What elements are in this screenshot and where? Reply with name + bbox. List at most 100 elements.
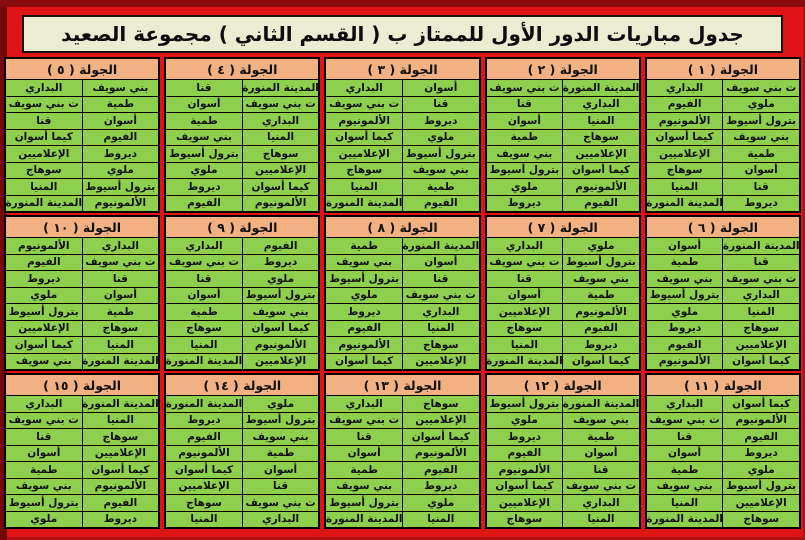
match-row: المدينة المنورة بني سويف: [5, 353, 159, 369]
team-b-cell: ملوي: [646, 304, 723, 320]
team-b-cell: المدينة المنورة: [5, 195, 82, 211]
match-row: كيما أسوان ديروط: [166, 179, 319, 195]
team-a-cell: بني سويف: [82, 80, 159, 96]
team-a-cell: طمية: [402, 179, 479, 195]
team-a-cell: الألمونيوم: [82, 478, 159, 494]
team-a-cell: الإعلاميين: [82, 445, 159, 461]
match-row: سوهاج قنا: [5, 429, 159, 445]
team-b-cell: بني سويف: [326, 478, 402, 494]
team-b-cell: الألمونيوم: [166, 445, 242, 461]
team-a-cell: الألمونيوم: [563, 304, 639, 320]
team-b-cell: ت بني سويف: [5, 96, 82, 112]
match-row: أسوان بني سويف: [326, 254, 479, 270]
team-b-cell: ملوي: [166, 162, 242, 178]
team-b-cell: ملوي: [326, 287, 402, 303]
team-a-cell: طمية: [563, 429, 639, 445]
team-b-cell: المدينة المنورة: [326, 195, 402, 211]
team-b-cell: الفيوم: [5, 254, 82, 270]
team-b-cell: طمية: [646, 254, 723, 270]
team-a-cell: الإعلاميين: [723, 495, 799, 511]
team-b-cell: طمية: [166, 113, 242, 129]
match-row: المدينة المنورة قنا: [166, 80, 319, 96]
match-row: قنا الألمونيوم: [486, 462, 639, 478]
team-b-cell: البداري: [5, 396, 82, 412]
match-row: الألمونيوم الإعلاميين: [486, 304, 639, 320]
team-a-cell: المنيا: [402, 320, 479, 336]
team-a-cell: قنا: [723, 254, 799, 270]
team-b-cell: سوهاج: [486, 320, 563, 336]
team-a-cell: الإعلاميين: [402, 353, 479, 369]
round-table-11: الجولة ( ١١ ) كيما أسوان البداري الألمونيوم…: [644, 373, 801, 529]
round-table-9: الجولة ( ٩ ) الفيوم البداري ديروط ت بني سويف…: [164, 215, 321, 371]
team-a-cell: بترول أسيوط: [723, 478, 799, 494]
team-a-cell: بني سويف: [563, 412, 639, 428]
match-row: الإعلاميين المدينة المنورة: [166, 353, 319, 369]
team-b-cell: قنا: [486, 96, 563, 112]
team-a-cell: الألمونيوم: [242, 337, 319, 353]
team-b-cell: المدينة المنورة: [166, 396, 242, 412]
team-a-cell: أسوان: [563, 445, 639, 461]
round-header: الجولة ( ١٤ ): [166, 375, 319, 395]
team-b-cell: المنيا: [646, 495, 723, 511]
team-a-cell: قنا: [563, 462, 639, 478]
team-b-cell: سوهاج: [166, 320, 242, 336]
match-row: طمية الإعلاميين: [646, 146, 799, 162]
team-b-cell: البداري: [486, 238, 563, 254]
match-row: طمية ديروط: [486, 429, 639, 445]
team-b-cell: الفيوم: [166, 195, 242, 211]
team-b-cell: المنيا: [5, 179, 82, 195]
team-b-cell: قنا: [326, 429, 402, 445]
match-row: أسوان قنا: [5, 113, 159, 129]
team-b-cell: المنيا: [646, 179, 723, 195]
match-row: سوهاج البداري: [326, 396, 479, 412]
team-b-cell: ت بني سويف: [646, 412, 723, 428]
round-header: الجولة ( ٥ ): [5, 59, 159, 79]
match-row: ت بني سويف بني سويف: [646, 271, 799, 287]
team-a-cell: ديروط: [723, 195, 799, 211]
match-row: قنا ت بني سويف: [326, 96, 479, 112]
team-b-cell: الألمونيوم: [646, 113, 723, 129]
team-a-cell: الألمونيوم: [402, 445, 479, 461]
team-a-cell: الإعلاميين: [242, 162, 319, 178]
team-b-cell: الفيوم: [646, 96, 723, 112]
team-a-cell: قنا: [402, 96, 479, 112]
match-row: طمية أسوان: [486, 287, 639, 303]
team-b-cell: بني سويف: [646, 271, 723, 287]
match-row: قنا ديروط: [5, 271, 159, 287]
match-row: البداري الإعلاميين: [486, 495, 639, 511]
match-row: المنيا أسوان: [486, 113, 639, 129]
team-a-cell: كيما أسوان: [242, 179, 319, 195]
team-b-cell: الفيوم: [486, 445, 563, 461]
match-row: البداري ديروط: [326, 304, 479, 320]
match-row: بني سويف سوهاج: [326, 162, 479, 178]
team-b-cell: البداري: [646, 396, 723, 412]
team-a-cell: ملوي: [723, 462, 799, 478]
team-b-cell: بترول أسيوط: [326, 271, 402, 287]
team-b-cell: ملوي: [5, 287, 82, 303]
match-row: أسوان الفيوم: [486, 445, 639, 461]
match-row: سوهاج الإعلاميين: [5, 320, 159, 336]
round-table-3: الجولة ( ٣ ) أسوان البداري قنا ت بني سويف دير…: [324, 57, 481, 213]
match-row: الفيوم قنا: [646, 429, 799, 445]
team-a-cell: الألمونيوم: [82, 195, 159, 211]
team-b-cell: المدينة المنورة: [166, 353, 242, 369]
team-b-cell: بني سويف: [166, 129, 242, 145]
team-b-cell: ت بني سويف: [326, 412, 402, 428]
team-b-cell: بترول أسيوط: [5, 495, 82, 511]
team-a-cell: البداري: [242, 113, 319, 129]
team-a-cell: كيما أسوان: [723, 396, 799, 412]
match-row: الفيوم بترول أسيوط: [5, 495, 159, 511]
match-row: أسوان كيما أسوان: [166, 462, 319, 478]
match-row: سوهاج طمية: [486, 129, 639, 145]
team-a-cell: ت بني سويف: [563, 478, 639, 494]
match-row: الإعلاميين الفيوم: [646, 337, 799, 353]
team-a-cell: ملوي: [563, 238, 639, 254]
team-b-cell: الإعلاميين: [486, 304, 563, 320]
team-b-cell: ملوي: [486, 179, 563, 195]
match-row: كيما أسوان بترول أسيوط: [486, 162, 639, 178]
match-row: بترول أسيوط الإعلاميين: [326, 146, 479, 162]
match-row: بني سويف قنا: [486, 271, 639, 287]
match-row: قنا بترول أسيوط: [326, 271, 479, 287]
team-a-cell: الفيوم: [563, 320, 639, 336]
team-b-cell: البداري: [646, 80, 723, 96]
